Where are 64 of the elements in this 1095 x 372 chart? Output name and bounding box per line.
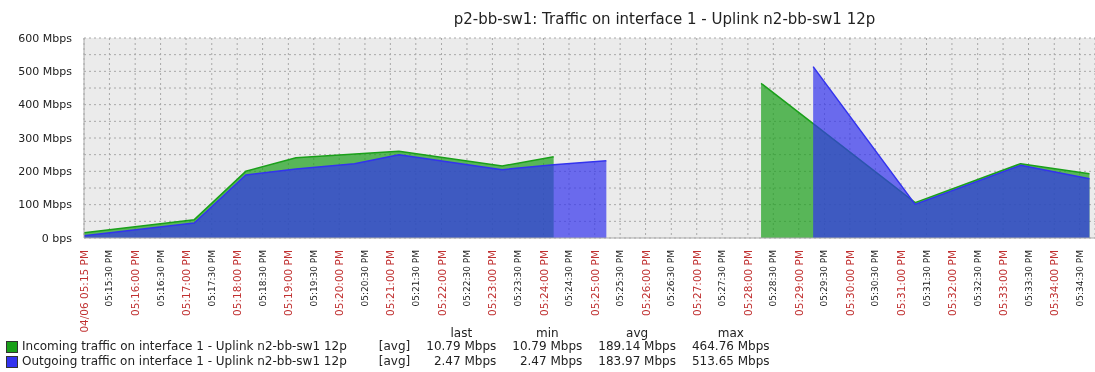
- x-tick-label: 05:29:00 PM: [792, 250, 805, 316]
- x-tick-label: 05:28:30 PM: [768, 250, 779, 307]
- text: avg: [625, 326, 649, 340]
- text: 464.76 Mbps: [690, 339, 771, 354]
- x-tick-label: 05:21:00 PM: [384, 250, 397, 316]
- x-tick-label: 05:30:30 PM: [870, 250, 881, 307]
- x-tick-label: 05:27:00 PM: [690, 250, 703, 316]
- x-tick-label: 05:17:30 PM: [206, 250, 217, 307]
- text: [avg]: [377, 354, 412, 369]
- x-tick-label: 05:18:30 PM: [257, 250, 268, 307]
- text: max: [716, 326, 745, 340]
- x-tick-label: 05:23:00 PM: [486, 250, 499, 316]
- y-tick-label: 0 bps: [41, 231, 73, 245]
- y-tick-label: 100 Mbps: [18, 198, 73, 212]
- chart-title: p2-bb-sw1: Traffic on interface 1 - Uplink n2-bb-sw1 12p: [452, 10, 877, 28]
- x-tick-label: 05:33:00 PM: [997, 250, 1010, 316]
- x-tick-label: 05:24:30 PM: [563, 250, 574, 307]
- y-tick-label: 400 Mbps: [18, 98, 73, 112]
- text: 189.14 Mbps: [597, 339, 677, 354]
- x-tick-label: 05:25:30 PM: [615, 250, 626, 307]
- x-tick-label: 05:33:30 PM: [1023, 250, 1034, 307]
- text: 10.79 Mbps: [425, 339, 498, 354]
- x-tick-label: 05:23:30 PM: [513, 250, 524, 307]
- x-tick-label: 05:30:00 PM: [843, 250, 856, 316]
- text: 183.97 Mbps: [597, 354, 677, 369]
- text: 10.79 Mbps: [511, 339, 584, 354]
- legend-label: Outgoing traffic on interface 1 - Uplink n2-bb-sw1 12p: [21, 354, 348, 369]
- x-tick-label: 05:19:00 PM: [282, 250, 295, 316]
- text: 2.47 Mbps: [518, 354, 584, 369]
- x-tick-label: 05:22:30 PM: [461, 250, 472, 307]
- x-tick-label: 05:32:30 PM: [972, 250, 983, 307]
- y-tick-label: 600 Mbps: [18, 31, 73, 45]
- x-tick-label: 05:31:00 PM: [895, 250, 908, 316]
- text: last: [449, 326, 474, 340]
- x-tick-label: 05:20:30 PM: [359, 250, 370, 307]
- x-tick-label: 05:26:30 PM: [666, 250, 677, 307]
- x-tick-label: 05:25:00 PM: [588, 250, 601, 316]
- y-tick-label: 300 Mbps: [18, 131, 73, 145]
- x-tick-label: 05:28:00 PM: [741, 250, 754, 316]
- x-tick-label: 05:16:30 PM: [155, 250, 166, 307]
- x-tick-label: 05:34:00 PM: [1048, 250, 1061, 316]
- x-tick-label: 05:32:00 PM: [945, 250, 958, 316]
- x-tick-label: 05:16:00 PM: [129, 250, 142, 316]
- x-tick-label: 05:31:30 PM: [921, 250, 932, 307]
- x-tick-label: 05:18:00 PM: [231, 250, 244, 316]
- x-tick-label: 05:22:00 PM: [435, 250, 448, 316]
- x-tick-label: 05:26:00 PM: [639, 250, 652, 316]
- x-tick-label: 05:34:30 PM: [1074, 250, 1085, 307]
- x-tick-label: 05:29:30 PM: [819, 250, 830, 307]
- x-tick-label: 05:21:30 PM: [410, 250, 421, 307]
- x-tick-label: 04/06 05:15 PM: [78, 250, 90, 333]
- y-tick-label: 200 Mbps: [18, 164, 73, 178]
- text: [avg]: [377, 339, 412, 354]
- legend-label: Incoming traffic on interface 1 - Uplink n2-bb-sw1 12p: [21, 339, 348, 354]
- y-tick-label: 500 Mbps: [18, 64, 73, 78]
- text: min: [534, 326, 560, 340]
- x-tick-label: 05:17:00 PM: [180, 250, 193, 316]
- x-tick-label: 05:19:30 PM: [308, 250, 319, 307]
- text: 2.47 Mbps: [432, 354, 498, 369]
- x-tick-label: 05:20:00 PM: [333, 250, 346, 316]
- x-tick-label: 05:24:00 PM: [537, 250, 550, 316]
- x-tick-label: 05:27:30 PM: [717, 250, 728, 307]
- text: 513.65 Mbps: [690, 354, 771, 369]
- x-tick-label: 05:15:30 PM: [104, 250, 115, 307]
